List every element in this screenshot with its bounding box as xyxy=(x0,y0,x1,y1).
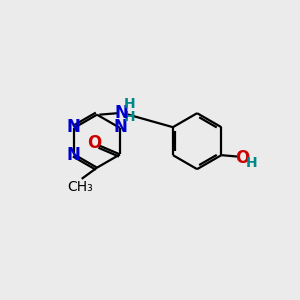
Text: H: H xyxy=(124,110,135,124)
Text: O: O xyxy=(87,134,101,152)
Text: N: N xyxy=(114,104,128,122)
Text: CH₃: CH₃ xyxy=(67,180,93,194)
Text: N: N xyxy=(67,118,80,136)
Text: O: O xyxy=(235,149,249,167)
Text: H: H xyxy=(124,97,135,111)
Text: N: N xyxy=(67,146,80,164)
Text: H: H xyxy=(246,156,257,170)
Text: N: N xyxy=(114,118,128,136)
